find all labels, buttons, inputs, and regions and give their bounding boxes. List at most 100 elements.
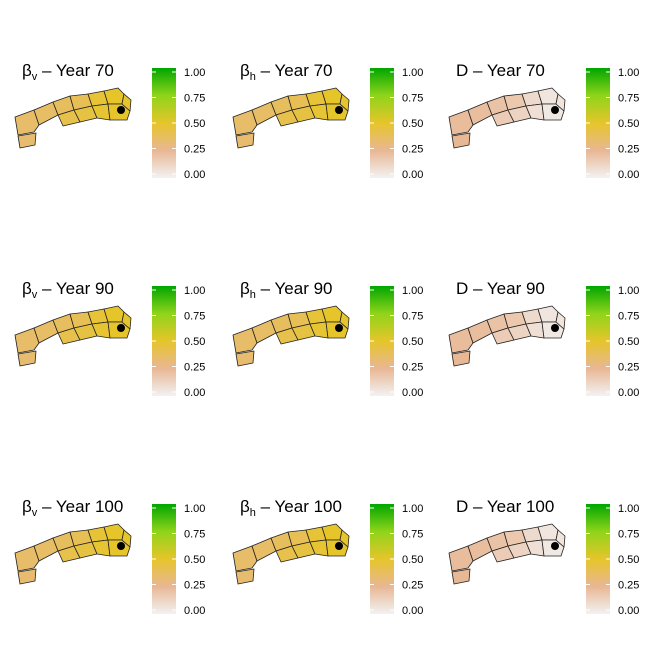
panel-5: βh – Year 90 1.00 0.75 0.50 0.25 0.00: [232, 279, 423, 399]
panel-title: D – Year 100: [456, 497, 554, 516]
title-symbol: β: [240, 497, 250, 516]
title-year: 90: [95, 279, 114, 298]
color-bar-tick-label: 1.00: [618, 285, 639, 297]
map-region: [321, 305, 343, 323]
title-label: – Year: [468, 279, 526, 298]
title-symbol: β: [22, 279, 32, 298]
location-marker: [335, 324, 343, 332]
color-bar-tick-label: 0.50: [402, 554, 423, 566]
color-bar-tick-label: 0.50: [618, 336, 639, 348]
panel-4: βv – Year 90 1.00 0.75 0.50 0.25 0.00: [14, 279, 205, 399]
panel-title: D – Year 90: [456, 279, 545, 298]
color-bar-tick-label: 0.00: [184, 387, 205, 399]
title-symbol: D: [456, 61, 468, 80]
color-bar-tick-label: 0.25: [184, 580, 205, 592]
map-region: [121, 311, 132, 330]
color-bar-tick-label: 1.00: [184, 285, 205, 297]
color-bar-tick-label: 0.75: [402, 93, 423, 105]
map: [14, 305, 132, 367]
map-region: [121, 529, 132, 548]
title-subscript: v: [32, 71, 38, 83]
panel-9: D – Year 100 1.00 0.75 0.50 0.25 0.00: [448, 497, 639, 617]
map-region: [121, 93, 132, 112]
panel-title: βh – Year 100: [240, 497, 342, 519]
color-bar-tick-label: 1.00: [618, 67, 639, 79]
map: [232, 305, 350, 367]
map-region: [235, 568, 255, 585]
map-region: [103, 523, 125, 541]
title-symbol: D: [456, 279, 468, 298]
color-bar-tick-label: 1.00: [402, 285, 423, 297]
color-bar-tick-label: 0.00: [184, 605, 205, 617]
color-bar-tick-label: 0.75: [184, 311, 205, 323]
color-bar-tick-label: 0.25: [618, 144, 639, 156]
color-bar-tick-label: 1.00: [402, 67, 423, 79]
title-label: – Year: [256, 497, 314, 516]
title-year: 90: [314, 279, 333, 298]
color-bar-tick-label: 1.00: [184, 503, 205, 515]
color-bar-tick-label: 0.75: [184, 529, 205, 541]
color-bar-tick-label: 0.50: [402, 336, 423, 348]
map-region: [14, 109, 40, 136]
map-region: [235, 350, 255, 367]
map-region: [339, 311, 350, 330]
title-year: 100: [314, 497, 342, 516]
color-bar-tick-label: 0.25: [184, 362, 205, 374]
map-region: [17, 132, 37, 149]
title-year: 100: [526, 497, 554, 516]
map-region: [339, 529, 350, 548]
map-region: [555, 93, 566, 112]
map-region: [103, 87, 125, 105]
map-region: [14, 327, 40, 354]
color-bar-tick-label: 0.50: [618, 118, 639, 130]
title-symbol: β: [22, 61, 32, 80]
map: [14, 87, 132, 149]
panel-3: D – Year 70 1.00 0.75 0.50 0.25 0.00: [448, 61, 639, 181]
title-subscript: v: [32, 289, 38, 301]
color-bar-tick-label: 0.75: [402, 529, 423, 541]
title-label: – Year: [37, 61, 95, 80]
map-region: [17, 568, 37, 585]
panel-title: βv – Year 90: [22, 279, 114, 301]
title-symbol: β: [240, 279, 250, 298]
color-bar-tick-label: 0.25: [184, 144, 205, 156]
panel-6: D – Year 90 1.00 0.75 0.50 0.25 0.00: [448, 279, 639, 399]
title-label: – Year: [468, 61, 526, 80]
map-region: [448, 545, 474, 572]
title-year: 70: [526, 61, 545, 80]
color-bar-tick-label: 0.25: [402, 362, 423, 374]
color-bar-tick-label: 0.25: [402, 580, 423, 592]
map-region: [555, 311, 566, 330]
map-region: [232, 109, 258, 136]
panel-title: βv – Year 100: [22, 497, 123, 519]
map-region: [232, 545, 258, 572]
color-bar-tick-label: 0.00: [618, 605, 639, 617]
location-marker: [551, 542, 559, 550]
map: [232, 523, 350, 585]
panel-8: βh – Year 100 1.00 0.75 0.50 0.25 0.00: [232, 497, 423, 617]
location-marker: [117, 106, 125, 114]
map-region: [537, 305, 559, 323]
color-bar-tick-label: 0.25: [402, 144, 423, 156]
title-symbol: β: [240, 61, 250, 80]
color-bar-tick-label: 0.25: [618, 362, 639, 374]
color-bar-tick-label: 0.50: [618, 554, 639, 566]
title-year: 70: [314, 61, 333, 80]
map: [448, 305, 566, 367]
panel-1: βv – Year 70 1.00 0.75 0.50 0.25 0.00: [14, 61, 205, 181]
panel-title: βh – Year 90: [240, 279, 333, 301]
title-label: – Year: [468, 497, 526, 516]
map-region: [339, 93, 350, 112]
map-region: [451, 350, 471, 367]
color-bar-tick-label: 0.00: [402, 605, 423, 617]
map-region: [537, 87, 559, 105]
map: [232, 87, 350, 149]
panel-7: βv – Year 100 1.00 0.75 0.50 0.25 0.00: [14, 497, 205, 617]
title-year: 100: [95, 497, 123, 516]
map-region: [448, 109, 474, 136]
color-bar-tick-label: 0.50: [184, 336, 205, 348]
color-bar-tick-label: 0.50: [184, 554, 205, 566]
color-bar-tick-label: 1.00: [402, 503, 423, 515]
location-marker: [551, 324, 559, 332]
